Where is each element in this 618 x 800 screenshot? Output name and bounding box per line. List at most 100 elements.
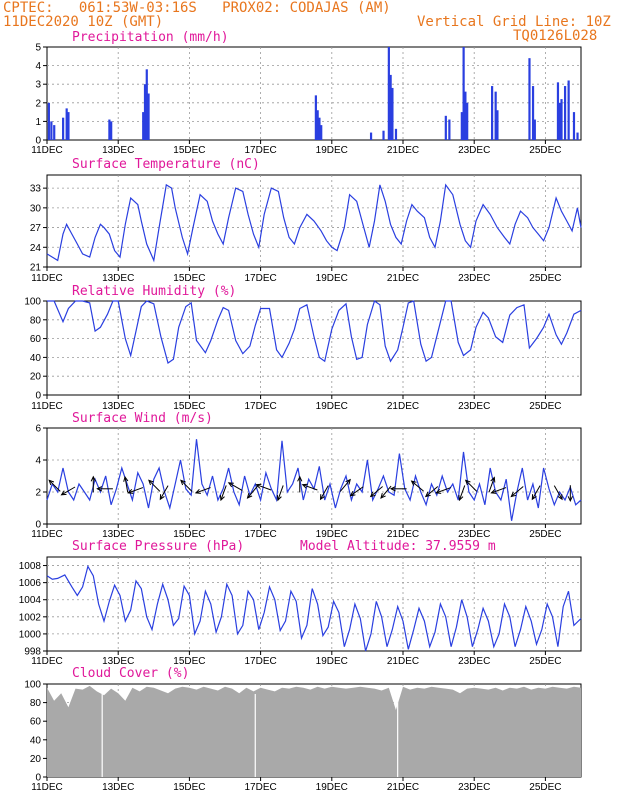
pres-panel-title: Surface Pressure (hPa) — [72, 539, 244, 554]
rh-ytick-label: 0 — [35, 391, 41, 402]
pres-ytick-label: 998 — [24, 647, 41, 658]
precip-xtick-label: 23DEC — [458, 145, 490, 156]
wind-arrow-head — [48, 479, 55, 486]
rh-xtick-label: 21DEC — [387, 401, 419, 412]
wind-arrow-shaft — [247, 485, 258, 499]
wind-arrow-head — [255, 483, 262, 489]
precip-xtick-label: 17DEC — [244, 145, 276, 156]
pres-xtick-label: 25DEC — [529, 656, 561, 667]
wind-arrow-head — [369, 491, 376, 498]
precip-ytick-label: 2 — [35, 98, 41, 109]
precip-bar — [318, 117, 321, 140]
precip-bar — [466, 102, 469, 140]
rh-ytick-label: 60 — [30, 334, 42, 345]
wind-arrow-head — [319, 494, 325, 501]
wind-arrow-shaft — [411, 480, 424, 492]
temp-plot-frame — [46, 174, 582, 268]
precip-bar — [142, 112, 145, 140]
wind-arrow-shaft — [148, 479, 161, 492]
model-altitude-label: Model Altitude: 37.9559 m — [300, 539, 496, 554]
precip-xtick-label: 15DEC — [173, 145, 205, 156]
temp-ytick-label: 27 — [30, 223, 42, 234]
cloud-ytick-label: 60 — [30, 717, 42, 728]
wind-ytick-label: 2 — [35, 488, 41, 499]
precip-bar — [316, 110, 319, 140]
wind-arrow-head — [458, 495, 464, 502]
precip-ytick-label: 4 — [35, 61, 41, 72]
rh-xtick-label: 19DEC — [316, 401, 348, 412]
wind-arrow-shaft — [128, 487, 144, 494]
wind-panel-title: Surface Wind (m/s) — [72, 411, 213, 426]
wind-arrow-head — [123, 475, 129, 482]
precip-plot-frame — [46, 46, 582, 141]
wind-arrow-shaft — [510, 486, 524, 497]
wind-xtick-label: 15DEC — [173, 529, 205, 540]
precip-bar — [391, 87, 394, 140]
precip-bar — [62, 117, 65, 140]
precip-bar — [567, 80, 570, 140]
precip-xtick-label: 25DEC — [529, 145, 561, 156]
wind-arrow-head — [219, 495, 225, 502]
precip-ytick-label: 1 — [35, 117, 41, 128]
precip-bar — [444, 115, 447, 140]
precip-ytick-label: 3 — [35, 80, 41, 91]
precip-bar — [65, 108, 68, 140]
wind-arrow-head — [297, 475, 303, 482]
temp-xtick-label: 25DEC — [529, 273, 561, 284]
wind-xtick-label: 21DEC — [387, 529, 419, 540]
cloud-ytick-label: 80 — [30, 698, 42, 709]
precip-bar — [67, 112, 70, 140]
precip-bar — [576, 132, 579, 140]
wind-arrow-shaft — [339, 479, 351, 492]
wind-arrow-shaft — [320, 485, 329, 500]
precip-bar — [147, 93, 150, 140]
wind-xtick-label: 25DEC — [529, 529, 561, 540]
cloud-ytick-label: 100 — [24, 680, 41, 691]
wind-ytick-label: 6 — [35, 424, 41, 435]
wind-arrow-shaft — [553, 485, 563, 500]
wind-ytick-label: 4 — [35, 456, 41, 467]
wind-arrow-head — [301, 483, 308, 489]
wind-arrow-head — [227, 482, 234, 488]
wind-arrow-head — [60, 490, 67, 496]
wind-arrow-shaft — [380, 485, 392, 499]
rh-xtick-label: 13DEC — [102, 401, 134, 412]
temp-ytick-label: 21 — [30, 263, 42, 274]
rh-series-line — [47, 300, 582, 364]
rh-xtick-label: 15DEC — [173, 401, 205, 412]
precip-bar — [572, 112, 576, 140]
pres-plot-frame — [46, 556, 582, 652]
cloud-xtick-label: 25DEC — [529, 782, 561, 793]
wind-arrow-head — [276, 495, 282, 502]
wind-xtick-label: 13DEC — [102, 529, 134, 540]
precip-bar — [387, 47, 390, 140]
wind-arrow-head — [464, 479, 471, 486]
wind-arrow-head — [345, 478, 351, 485]
precip-bar — [314, 95, 317, 140]
header-grid-line-info: Vertical Grid Line: 10Z — [417, 14, 611, 30]
wind-arrow-head — [148, 479, 154, 486]
temp-xtick-label: 23DEC — [458, 273, 490, 284]
wind-arrow-shaft — [124, 476, 129, 493]
pres-series-line — [46, 564, 582, 652]
wind-arrow-shaft — [465, 479, 478, 492]
wind-arrow-head — [567, 496, 573, 502]
wind-xtick-label: 17DEC — [244, 529, 276, 540]
wind-arrow-shaft — [228, 482, 243, 492]
precip-xtick-label: 19DEC — [316, 145, 348, 156]
cloud-panel-title: Cloud Cover (%) — [72, 666, 189, 681]
temp-ytick-label: 33 — [30, 184, 42, 195]
precip-ytick-label: 5 — [35, 43, 41, 54]
precip-bar — [47, 102, 50, 140]
wind-arrow-head — [380, 492, 386, 499]
wind-arrow-head — [159, 494, 165, 501]
precip-bar — [460, 112, 463, 140]
wind-arrow-shaft — [159, 485, 169, 500]
precip-bar — [533, 119, 536, 140]
wind-arrow-head — [490, 476, 496, 483]
pres-ytick-label: 1004 — [19, 595, 42, 606]
wind-ytick-label: 0 — [35, 520, 41, 531]
precip-bar — [108, 119, 111, 140]
wind-plot-frame — [46, 427, 582, 525]
